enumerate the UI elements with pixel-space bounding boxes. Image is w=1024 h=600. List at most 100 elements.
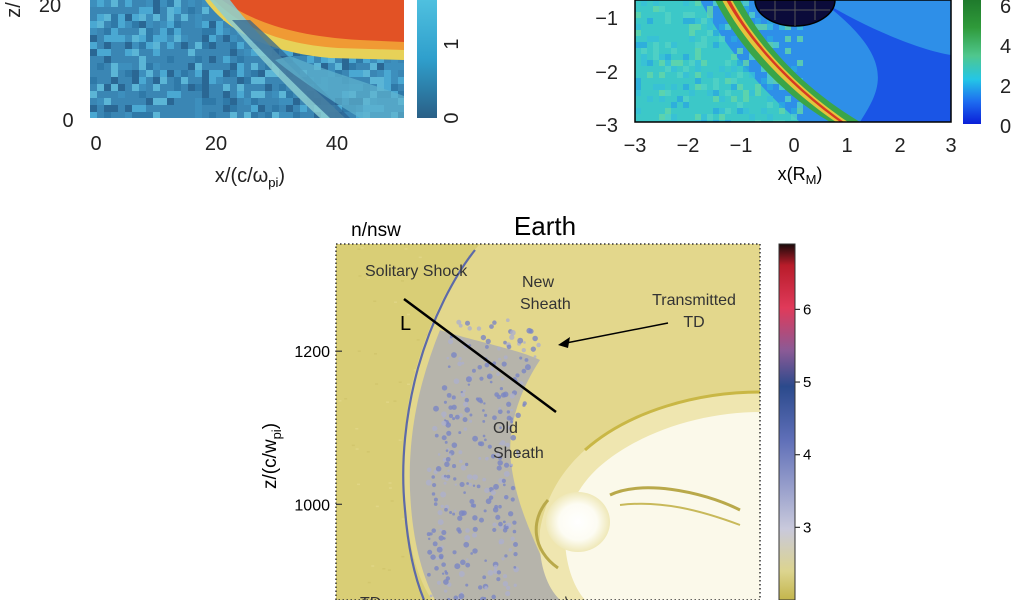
b-old-sheath-dot	[437, 519, 444, 526]
b-old-sheath-dot	[510, 408, 514, 412]
b-old-sheath-dot	[453, 477, 457, 481]
b-old-sheath-dot	[499, 426, 502, 429]
b-old-sheath-dot	[458, 323, 463, 328]
tr-cell	[695, 18, 701, 24]
tl-cell	[167, 56, 174, 63]
b-old-sheath-dot	[475, 397, 480, 401]
tl-cell	[391, 77, 398, 84]
tl-cell	[146, 0, 153, 7]
tr-cell	[641, 42, 647, 48]
tl-cell	[174, 70, 181, 77]
b-colorbar-tick: 3	[803, 519, 811, 536]
b-old-sheath-dot	[496, 577, 501, 582]
tr-cell	[797, 60, 803, 66]
tl-cell	[202, 0, 209, 7]
tl-cell	[160, 21, 167, 28]
tl-cell	[90, 35, 97, 42]
tl-cell	[104, 56, 111, 63]
tr-cell	[653, 42, 659, 48]
tl-cell	[125, 63, 132, 70]
tr-cell	[665, 12, 671, 18]
b-old-sheath-dot	[462, 417, 468, 423]
b-old-sheath-dot	[441, 530, 447, 536]
b-magnetosphere	[564, 412, 760, 600]
tr-cell	[755, 90, 761, 96]
new-sheath-label-2: Sheath	[520, 296, 571, 313]
tr-cell	[665, 66, 671, 72]
b-old-sheath-dot	[451, 352, 457, 358]
b-old-sheath-dot	[508, 511, 514, 517]
tr-cell	[665, 90, 671, 96]
tr-planet-grid	[760, 0, 830, 26]
b-old-sheath-dot	[472, 532, 478, 538]
tr-cell	[785, 24, 791, 30]
b-old-sheath-dot	[526, 327, 533, 334]
b-old-sheath-dot	[469, 413, 473, 417]
tl-cell	[342, 63, 349, 70]
b-old-sheath-dot	[434, 433, 439, 438]
b-texture-dot	[355, 428, 359, 430]
tr-cell	[695, 120, 701, 122]
tr-cell	[707, 72, 713, 78]
b-old-sheath-dot	[484, 413, 488, 417]
tl-cell	[356, 56, 363, 63]
tr-cell	[659, 6, 665, 12]
tl-cell	[370, 56, 377, 63]
tr-colorbar	[963, 0, 981, 124]
b-colorbar-tick: 4	[803, 447, 811, 464]
b-old-sheath-dot	[517, 337, 524, 344]
b-old-sheath-dot	[427, 572, 431, 577]
tl-cell	[153, 14, 160, 21]
tr-cell	[707, 12, 713, 18]
tr-x-tick: −3	[624, 135, 647, 157]
tr-cell	[695, 48, 701, 54]
b-old-sheath-dot	[454, 563, 461, 570]
b-old-sheath-dot	[501, 478, 506, 483]
tr-cell	[653, 0, 659, 6]
tr-cell	[743, 6, 749, 12]
tr-cell	[695, 78, 701, 84]
tr-cell	[791, 108, 797, 114]
tl-cell	[188, 0, 195, 7]
b-old-sheath-dot	[458, 450, 463, 455]
tl-cell	[153, 84, 160, 91]
tr-cell	[647, 18, 653, 24]
tr-cell	[755, 18, 761, 24]
tr-cell	[683, 72, 689, 78]
tr-cell	[701, 120, 707, 122]
b-old-sheath-dot	[444, 507, 448, 512]
tr-colorbar-tick: 6	[1000, 0, 1011, 18]
b-texture-dot	[351, 444, 355, 447]
tr-cell	[713, 42, 719, 48]
tr-cell	[725, 24, 731, 30]
tr-cell	[665, 60, 671, 66]
tl-cell	[160, 77, 167, 84]
tl-cell	[139, 42, 146, 49]
b-old-sheath-dot	[466, 482, 469, 485]
b-old-sheath-dot	[445, 571, 449, 575]
tr-cell	[725, 72, 731, 78]
solitary-shock-label: Solitary Shock	[365, 263, 468, 280]
tr-cell	[701, 60, 707, 66]
b-old-sheath-dot	[466, 474, 473, 480]
tl-cell	[258, 77, 265, 84]
tl-cell	[167, 42, 174, 49]
tr-cell	[779, 108, 785, 114]
b-texture-dot	[366, 277, 370, 279]
tl-cell	[286, 91, 293, 98]
tr-cell	[695, 42, 701, 48]
tl-cell	[139, 84, 146, 91]
tl-cell	[342, 56, 349, 63]
tl-cell	[237, 91, 244, 98]
tl-cell	[244, 112, 251, 118]
tl-cell	[258, 105, 265, 112]
b-old-sheath-dot	[490, 367, 494, 371]
b-old-sheath-dot	[482, 434, 486, 438]
tl-cell	[398, 63, 404, 70]
tl-cell	[237, 77, 244, 84]
tl-cell	[251, 105, 258, 112]
b-old-sheath-dot	[510, 329, 516, 336]
tl-colorbar	[417, 0, 437, 118]
tl-cell	[251, 49, 258, 56]
